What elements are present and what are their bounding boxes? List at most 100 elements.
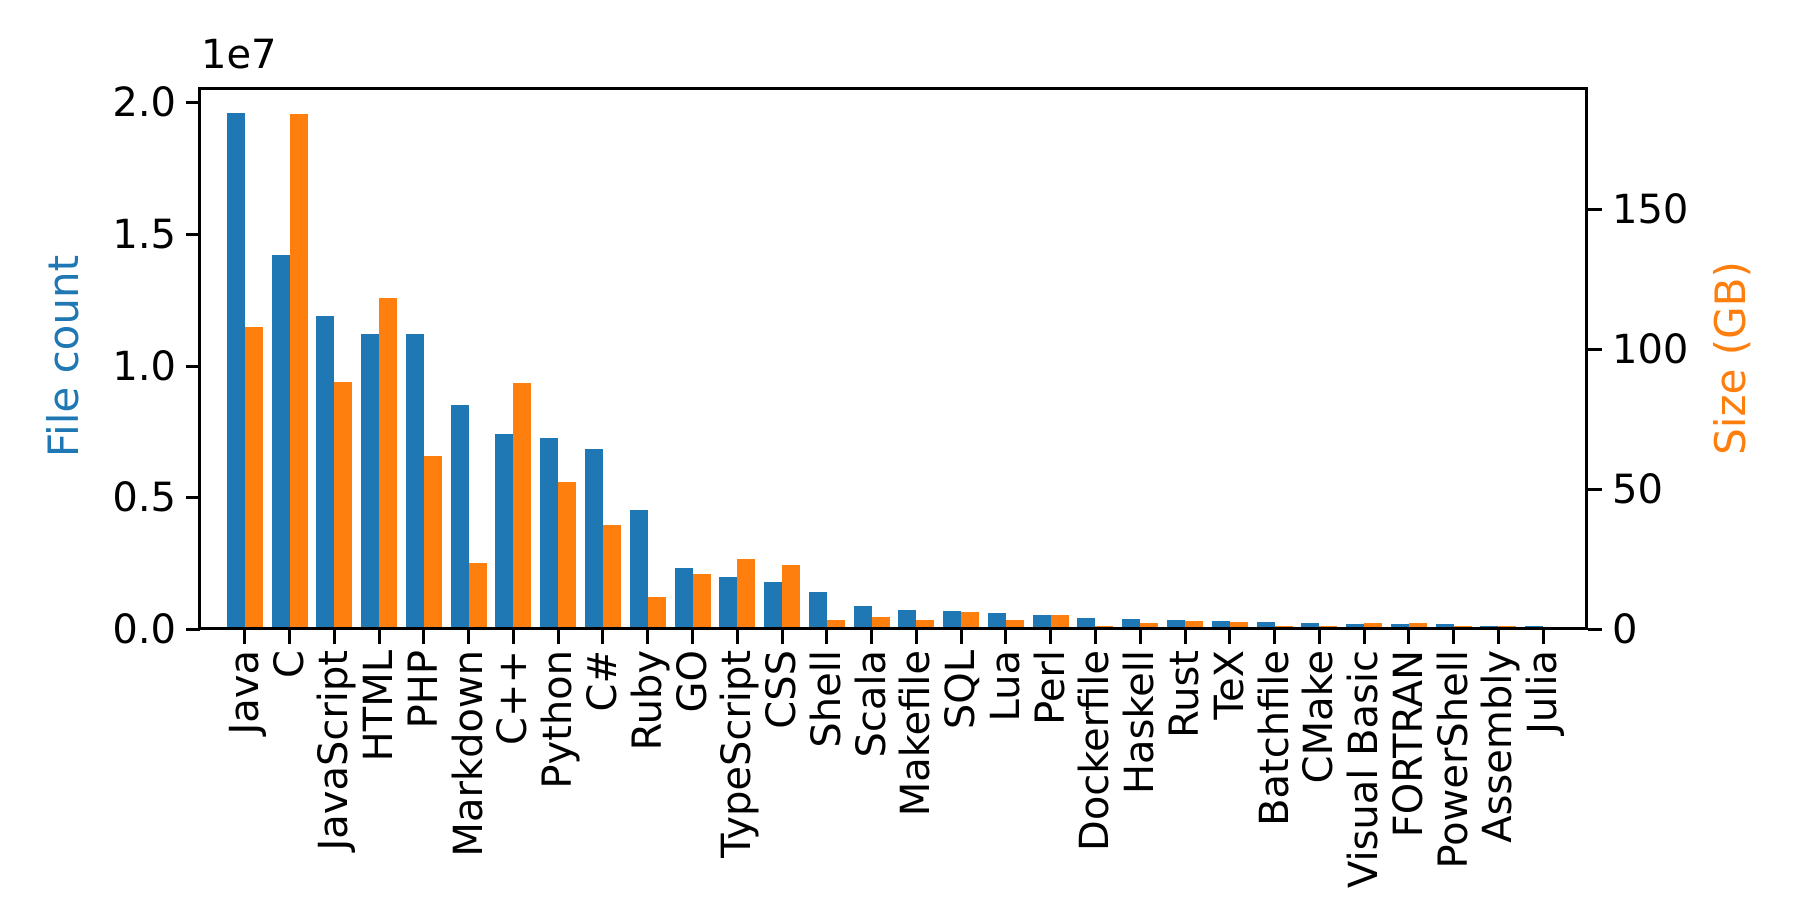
bar-php-file-count <box>406 334 424 628</box>
x-tick-label-php: PHP <box>401 650 447 729</box>
x-tick-label-ruby: Ruby <box>625 650 671 751</box>
x-tick-mark-css <box>781 630 784 644</box>
right-y-tick-mark-50 <box>1588 488 1602 491</box>
bar-perl-size-gb <box>1051 615 1069 628</box>
left-y-tick-label-2.0: 2.0 <box>112 80 176 126</box>
bar-powershell-size-gb <box>1454 626 1472 628</box>
x-tick-label-typescript: TypeScript <box>714 650 760 858</box>
bar-go-file-count <box>675 568 693 628</box>
bar-typescript-size-gb <box>737 559 755 628</box>
bar-fortran-file-count <box>1391 624 1409 628</box>
x-tick-label-assembly: Assembly <box>1475 650 1521 843</box>
left-y-tick-label-1.5: 1.5 <box>112 212 176 258</box>
x-tick-mark-sql <box>960 630 963 644</box>
x-tick-mark-html <box>378 630 381 644</box>
bar-cmake-file-count <box>1301 623 1319 628</box>
x-tick-label-javascript: JavaScript <box>311 650 357 851</box>
bar-markdown-size-gb <box>469 563 487 628</box>
bar-c-file-count <box>585 449 603 628</box>
x-tick-label-powershell: PowerShell <box>1431 650 1477 869</box>
right-y-tick-label-150: 150 <box>1612 187 1689 233</box>
x-tick-mark-lua <box>1004 630 1007 644</box>
bar-html-file-count <box>361 334 379 628</box>
x-tick-label-dockerfile: Dockerfile <box>1072 650 1118 851</box>
right-y-tick-label-0: 0 <box>1612 607 1638 653</box>
x-tick-label-c: C <box>267 650 313 678</box>
x-tick-mark-julia <box>1542 630 1545 644</box>
bar-rust-file-count <box>1167 620 1185 628</box>
x-tick-label-html: HTML <box>356 650 402 762</box>
left-axis-exponent-label: 1e7 <box>201 32 277 78</box>
x-tick-label-cmake: CMake <box>1296 650 1342 784</box>
x-tick-label-go: GO <box>670 650 716 713</box>
bar-python-size-gb <box>558 482 576 628</box>
x-tick-mark-javascript <box>333 630 336 644</box>
x-tick-mark-php <box>422 630 425 644</box>
left-y-tick-mark-0.5 <box>186 496 200 499</box>
x-tick-mark-assembly <box>1497 630 1500 644</box>
x-tick-mark-powershell <box>1452 630 1455 644</box>
bar-scala-file-count <box>854 606 872 628</box>
x-tick-mark-go <box>691 630 694 644</box>
bar-ruby-file-count <box>630 510 648 628</box>
bar-css-file-count <box>764 582 782 628</box>
x-tick-mark-typescript <box>736 630 739 644</box>
bar-tex-size-gb <box>1230 622 1248 628</box>
bar-batchfile-file-count <box>1257 622 1275 628</box>
x-tick-mark-makefile <box>915 630 918 644</box>
right-axis-title: Size (GB) <box>1706 261 1755 455</box>
x-tick-label-python: Python <box>535 650 581 789</box>
left-y-tick-mark-1.0 <box>186 365 200 368</box>
bar-go-size-gb <box>693 574 711 628</box>
x-tick-mark-ruby <box>646 630 649 644</box>
x-tick-label-rust: Rust <box>1162 650 1208 738</box>
x-tick-mark-haskell <box>1139 630 1142 644</box>
left-y-tick-mark-1.5 <box>186 233 200 236</box>
right-y-tick-label-100: 100 <box>1612 327 1689 373</box>
x-tick-label-c: C# <box>580 650 626 712</box>
bar-makefile-file-count <box>898 610 916 628</box>
bar-rust-size-gb <box>1185 621 1203 628</box>
bar-shell-size-gb <box>827 620 845 628</box>
x-tick-mark-c <box>601 630 604 644</box>
x-tick-mark-python <box>557 630 560 644</box>
left-y-tick-mark-0.0 <box>186 628 200 631</box>
x-tick-label-java: Java <box>222 650 268 735</box>
bar-cmake-size-gb <box>1319 626 1337 628</box>
bar-assembly-file-count <box>1480 626 1498 628</box>
x-tick-mark-tex <box>1228 630 1231 644</box>
bar-powershell-file-count <box>1436 624 1454 628</box>
right-y-tick-label-50: 50 <box>1612 467 1663 513</box>
bar-sql-file-count <box>943 611 961 628</box>
right-y-tick-mark-150 <box>1588 208 1602 211</box>
bar-javascript-file-count <box>316 316 334 628</box>
bar-ruby-size-gb <box>648 597 666 628</box>
x-tick-mark-visual-basic <box>1363 630 1366 644</box>
bar-batchfile-size-gb <box>1275 626 1293 628</box>
x-tick-mark-c <box>288 630 291 644</box>
left-y-tick-label-0.5: 0.5 <box>112 475 176 521</box>
x-tick-label-shell: Shell <box>804 650 850 748</box>
bar-fortran-size-gb <box>1409 623 1427 628</box>
x-tick-label-lua: Lua <box>983 650 1029 722</box>
left-y-tick-label-0.0: 0.0 <box>112 607 176 653</box>
bar-julia-file-count <box>1525 626 1543 628</box>
bar-scala-size-gb <box>872 617 890 628</box>
x-tick-mark-batchfile <box>1273 630 1276 644</box>
bar-python-file-count <box>540 438 558 628</box>
bar-makefile-size-gb <box>916 620 934 628</box>
x-tick-label-css: CSS <box>759 650 805 729</box>
bar-java-file-count <box>227 113 245 628</box>
bar-perl-file-count <box>1033 615 1051 628</box>
x-tick-mark-dockerfile <box>1094 630 1097 644</box>
x-tick-mark-java <box>243 630 246 644</box>
x-tick-mark-scala <box>870 630 873 644</box>
x-tick-label-tex: TeX <box>1207 650 1253 720</box>
bar-php-size-gb <box>424 456 442 628</box>
bar-java-size-gb <box>245 327 263 628</box>
x-tick-mark-fortran <box>1407 630 1410 644</box>
x-tick-mark-c <box>512 630 515 644</box>
bar-typescript-file-count <box>719 577 737 628</box>
x-tick-label-haskell: Haskell <box>1117 650 1163 795</box>
x-tick-label-scala: Scala <box>849 650 895 758</box>
